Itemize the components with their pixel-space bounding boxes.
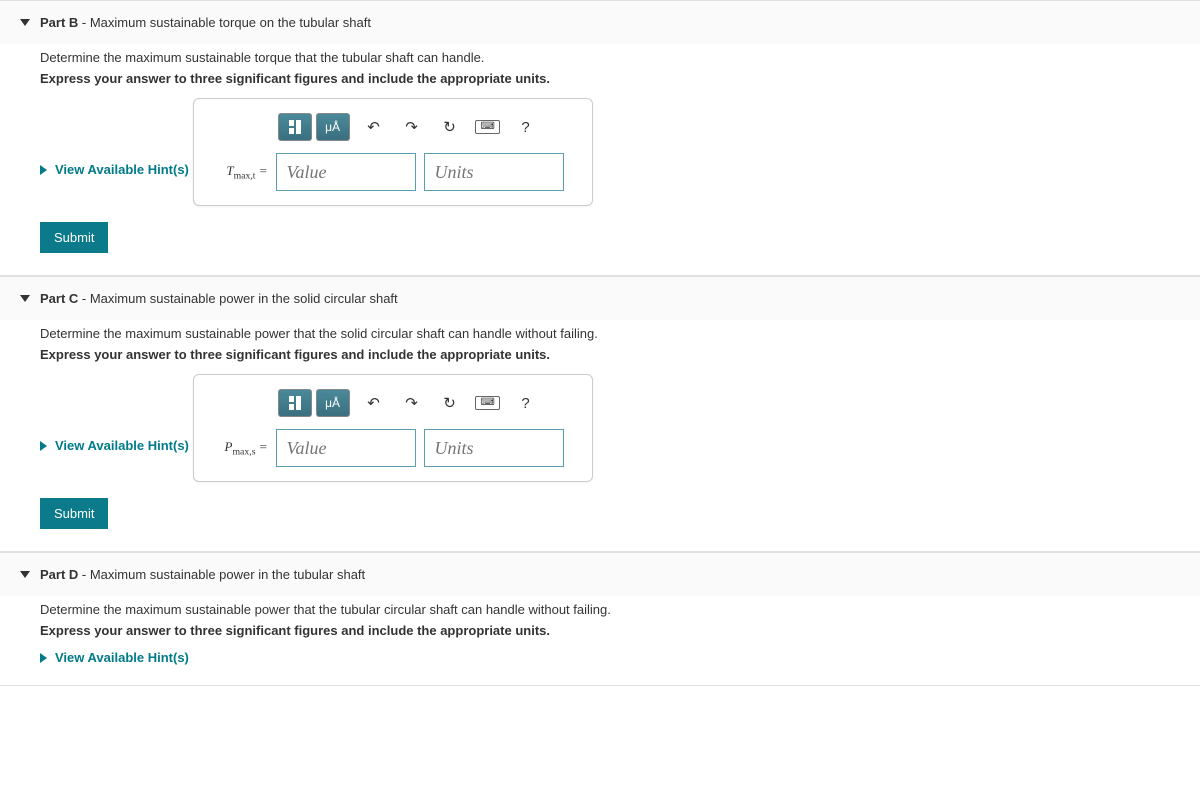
hint-label: View Available Hint(s) [55,650,189,665]
part-title: Part B - Maximum sustainable torque on t… [40,15,371,30]
submit-button[interactable]: Submit [40,498,108,529]
help-button[interactable]: ? [512,389,540,417]
view-hints-link[interactable]: View Available Hint(s) [40,650,189,665]
chevron-right-icon [40,165,47,175]
templates-icon [289,396,301,410]
symbols-button[interactable]: μÅ [316,113,350,141]
answer-box: μÅ ↶ ↷ ↻ ⌨ ? Tmax,t = [193,98,593,206]
hint-label: View Available Hint(s) [55,162,189,177]
variable-label: Tmax,t = [208,163,268,182]
templates-button[interactable] [278,389,312,417]
chevron-right-icon [40,653,47,663]
part-c-section: Part C - Maximum sustainable power in th… [0,276,1200,552]
symbols-button[interactable]: μÅ [316,389,350,417]
part-c-header[interactable]: Part C - Maximum sustainable power in th… [0,277,1200,320]
keyboard-button[interactable]: ⌨ [474,113,502,141]
keyboard-icon: ⌨ [475,120,499,134]
input-row: Tmax,t = [208,153,578,191]
help-button[interactable]: ? [512,113,540,141]
view-hints-link[interactable]: View Available Hint(s) [40,162,189,177]
chevron-down-icon [20,19,30,26]
input-row: Pmax,s = [208,429,578,467]
reset-button[interactable]: ↻ [436,113,464,141]
chevron-right-icon [40,441,47,451]
part-d-header[interactable]: Part D - Maximum sustainable power in th… [0,553,1200,596]
part-d-body: Determine the maximum sustainable power … [0,596,1200,685]
instruction-text: Express your answer to three significant… [40,347,1160,362]
redo-button[interactable]: ↷ [398,389,426,417]
units-input[interactable] [424,153,564,191]
submit-button[interactable]: Submit [40,222,108,253]
part-title: Part C - Maximum sustainable power in th… [40,291,398,306]
undo-button[interactable]: ↶ [360,113,388,141]
part-d-section: Part D - Maximum sustainable power in th… [0,552,1200,686]
undo-button[interactable]: ↶ [360,389,388,417]
view-hints-link[interactable]: View Available Hint(s) [40,438,189,453]
redo-button[interactable]: ↷ [398,113,426,141]
value-input[interactable] [276,429,416,467]
variable-label: Pmax,s = [208,439,268,458]
hint-label: View Available Hint(s) [55,438,189,453]
chevron-down-icon [20,571,30,578]
answer-box: μÅ ↶ ↷ ↻ ⌨ ? Pmax,s = [193,374,593,482]
answer-toolbar: μÅ ↶ ↷ ↻ ⌨ ? [278,113,578,141]
units-input[interactable] [424,429,564,467]
keyboard-button[interactable]: ⌨ [474,389,502,417]
chevron-down-icon [20,295,30,302]
symbols-label: μÅ [325,120,340,134]
value-input[interactable] [276,153,416,191]
templates-button[interactable] [278,113,312,141]
part-title: Part D - Maximum sustainable power in th… [40,567,365,582]
part-c-body: Determine the maximum sustainable power … [0,320,1200,551]
prompt-text: Determine the maximum sustainable torque… [40,50,1160,65]
keyboard-icon: ⌨ [475,396,499,410]
templates-icon [289,120,301,134]
part-b-body: Determine the maximum sustainable torque… [0,44,1200,275]
prompt-text: Determine the maximum sustainable power … [40,326,1160,341]
part-b-header[interactable]: Part B - Maximum sustainable torque on t… [0,1,1200,44]
part-b-section: Part B - Maximum sustainable torque on t… [0,0,1200,276]
instruction-text: Express your answer to three significant… [40,623,1160,638]
instruction-text: Express your answer to three significant… [40,71,1160,86]
answer-toolbar: μÅ ↶ ↷ ↻ ⌨ ? [278,389,578,417]
prompt-text: Determine the maximum sustainable power … [40,602,1160,617]
symbols-label: μÅ [325,396,340,410]
reset-button[interactable]: ↻ [436,389,464,417]
